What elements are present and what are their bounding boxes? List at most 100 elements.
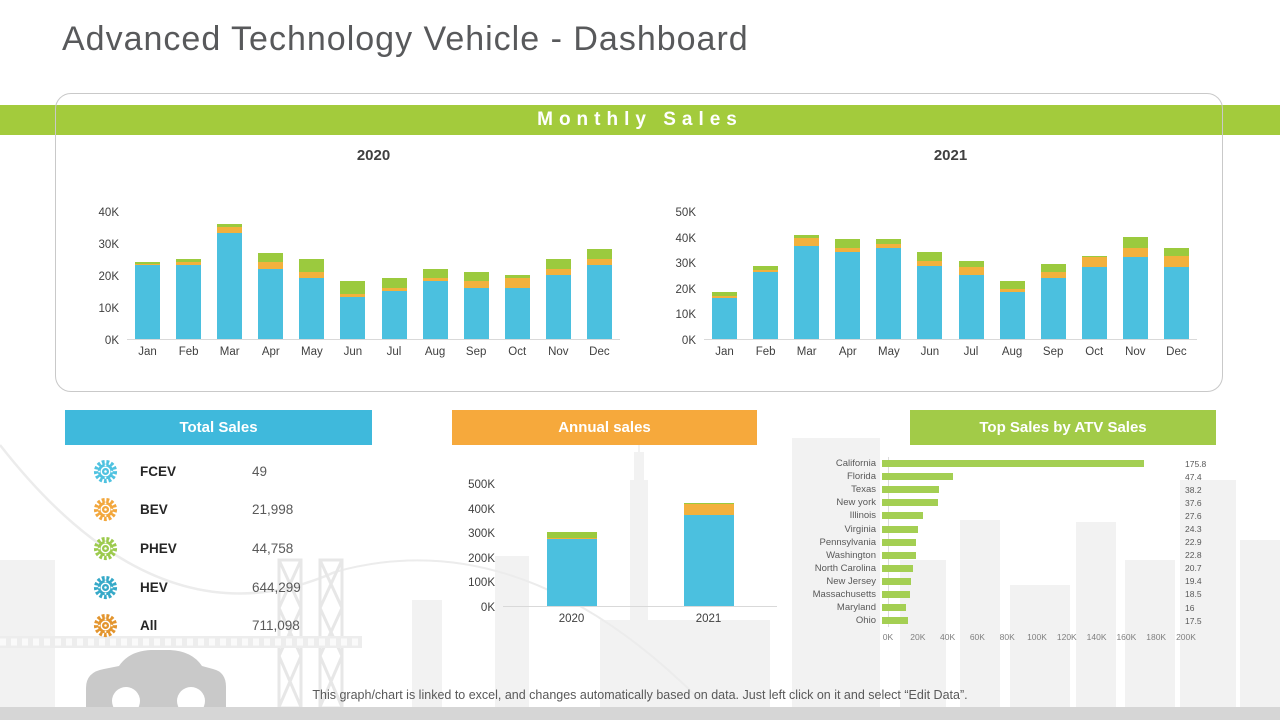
hbar-row: California 175.8 (790, 457, 1220, 470)
bar-segment-blue (545, 275, 571, 339)
hbar-Virginia[interactable] (882, 525, 919, 533)
hbar-value-label: 22.9 (1185, 537, 1202, 548)
stacked-bar-Jun[interactable] (340, 281, 366, 339)
stacked-bar-Mar[interactable] (794, 235, 820, 339)
hbar-Maryland[interactable] (882, 604, 906, 612)
y-tick-label: 10K (98, 303, 119, 315)
hbar-track (882, 590, 1180, 598)
stacked-bar-May[interactable] (299, 259, 325, 339)
stacked-bar-Sep[interactable] (463, 271, 489, 339)
annual-sales-header: Annual sales (452, 410, 757, 445)
y-axis: 0K 10K 20K 30K 40K 50K (662, 175, 704, 347)
annual-sales-chart[interactable]: 0K 100K 200K 300K 400K 500K 2020 2021 (455, 462, 777, 625)
total-sales-row-hev: HEV 644,299 (65, 568, 372, 607)
x-tick-label: Nov (1125, 346, 1146, 358)
top-sales-chart[interactable]: California 175.8 Florida 47.4 Texas 38.2 New y… (790, 457, 1220, 644)
stacked-bar-Apr[interactable] (835, 239, 861, 339)
bar-segment-orange (876, 244, 902, 249)
bar-segment-orange (1122, 248, 1148, 258)
stacked-bar-2020[interactable] (546, 531, 597, 606)
hbar-New Jersey[interactable] (882, 577, 911, 585)
y-tick-label: 0K (480, 602, 495, 614)
hbar-x-tick-label: 120K (1056, 632, 1077, 643)
hbar-x-tick-label: 200K (1176, 632, 1196, 643)
stacked-bar-Aug[interactable] (422, 268, 448, 339)
hbar-Florida[interactable] (882, 473, 953, 481)
stacked-bar-Nov[interactable] (1122, 236, 1148, 339)
stacked-bar-Oct[interactable] (504, 275, 530, 339)
hbar-track (882, 564, 1180, 572)
stacked-bar-Jul[interactable] (958, 260, 984, 339)
stacked-bar-Feb[interactable] (176, 259, 202, 339)
hbar-New york[interactable] (882, 499, 939, 507)
plot-area[interactable] (503, 462, 777, 607)
stacked-bar-Feb[interactable] (753, 266, 779, 339)
hbar-Texas[interactable] (882, 486, 939, 494)
hbar-Pennsylvania[interactable] (882, 538, 917, 546)
bar-segment-green (545, 259, 571, 269)
plot-area[interactable] (704, 175, 1197, 340)
monthly-chart-2020[interactable]: 2020 0K 10K 20K 30K 40K Jan Feb Mar Apr May Jun Ju… (85, 147, 620, 358)
bar-column (127, 175, 168, 339)
hbar-value-label: 22.8 (1185, 550, 1202, 561)
hbar-North Carolina[interactable] (882, 564, 913, 572)
y-tick-label: 0K (681, 335, 696, 347)
stacked-bar-Aug[interactable] (999, 281, 1025, 339)
hbar-row: Texas 38.2 (790, 483, 1220, 496)
bar-segment-orange (463, 281, 489, 288)
bar-segment-blue (876, 248, 902, 339)
stacked-bar-Sep[interactable] (1040, 263, 1066, 339)
bar-column (745, 175, 786, 339)
bar-segment-orange (381, 287, 407, 291)
x-tick-label: Jul (963, 346, 979, 358)
bar-segment-orange (835, 248, 861, 252)
x-tick-label: Sep (465, 346, 487, 358)
bar-segment-blue (546, 539, 597, 606)
bar-segment-green (299, 259, 325, 272)
plot-area[interactable] (127, 175, 620, 340)
bar-segment-green (217, 223, 243, 228)
stacked-bar-Dec[interactable] (586, 249, 612, 339)
page-title: Advanced Technology Vehicle - Dashboard (62, 20, 749, 58)
x-tick-label: Aug (1001, 346, 1023, 358)
bar-column (497, 175, 538, 339)
monthly-sales-panel[interactable] (55, 93, 1223, 392)
hbar-track (882, 525, 1180, 533)
stacked-bar-Jun[interactable] (917, 251, 943, 339)
hbar-value-label: 16 (1185, 602, 1195, 613)
x-tick-label: Jun (920, 346, 940, 358)
hbar-Illinois[interactable] (882, 512, 924, 520)
bar-segment-green (958, 260, 984, 268)
y-tick-label: 30K (98, 239, 119, 251)
stacked-bar-Jan[interactable] (712, 291, 738, 339)
hbar-category-label: Florida (846, 471, 876, 483)
stacked-bar-Dec[interactable] (1163, 248, 1189, 339)
stacked-bar-Nov[interactable] (545, 259, 571, 339)
monthly-chart-2021[interactable]: 2021 0K 10K 20K 30K 40K 50K Jan Feb Mar Apr May Ju… (662, 147, 1197, 358)
stacked-bar-Oct[interactable] (1081, 255, 1107, 339)
y-tick-label: 0K (104, 335, 119, 347)
bar-column (909, 175, 950, 339)
hbar-Washington[interactable] (882, 551, 916, 559)
x-tick-label: Aug (424, 346, 446, 358)
hbar-row: Virginia 24.3 (790, 522, 1220, 535)
hbar-track (882, 617, 1180, 625)
stacked-bar-Jul[interactable] (381, 278, 407, 339)
stacked-bar-Apr[interactable] (258, 252, 284, 339)
stacked-bar-Mar[interactable] (217, 223, 243, 339)
hbar-category-label: Pennsylvania (819, 536, 876, 548)
stacked-bar-May[interactable] (876, 239, 902, 339)
hbar-California[interactable] (882, 460, 1144, 468)
hbar-Massachusetts[interactable] (882, 590, 910, 598)
vehicle-type-label: All (140, 618, 158, 634)
top-sales-header: Top Sales by ATV Sales (910, 410, 1216, 445)
vehicle-type-label: HEV (140, 579, 168, 595)
stacked-bar-Jan[interactable] (135, 262, 161, 339)
hbar-x-tick-label: 0K (882, 632, 894, 643)
hbar-row: Pennsylvania 22.9 (790, 536, 1220, 549)
stacked-bar-2021[interactable] (683, 502, 734, 606)
bar-segment-orange (258, 262, 284, 269)
hbar-Ohio[interactable] (882, 617, 909, 625)
bar-column (538, 175, 579, 339)
x-tick-label: 2020 (558, 613, 585, 625)
